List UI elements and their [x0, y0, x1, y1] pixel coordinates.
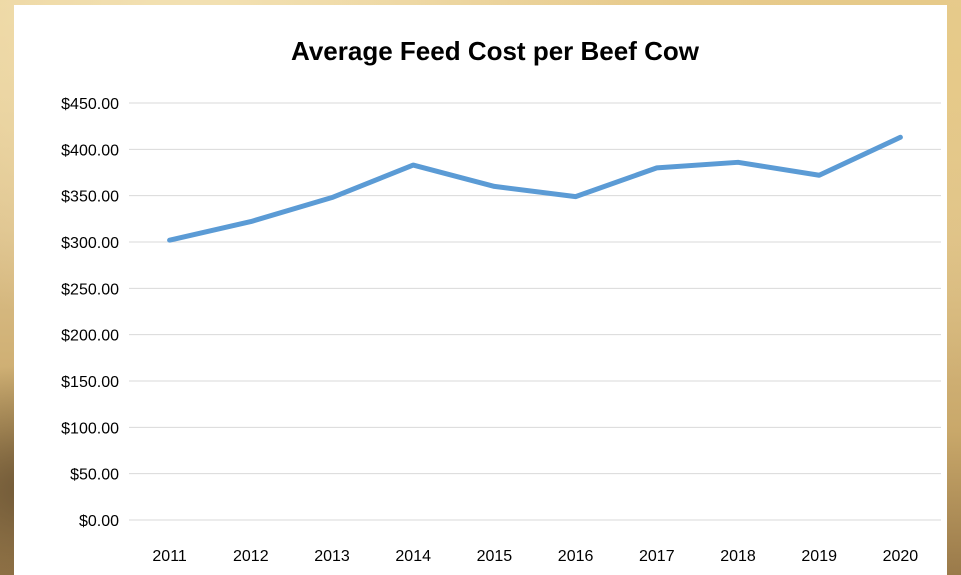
y-tick-label: $250.00: [61, 281, 119, 298]
gridlines: [129, 102, 941, 521]
x-tick-label: 2018: [720, 548, 756, 565]
x-tick-label: 2013: [314, 548, 350, 565]
y-tick-label: $150.00: [61, 374, 119, 391]
line-chart: Average Feed Cost per Beef Cow $0.00 $50.…: [61, 36, 941, 565]
y-tick-label: $200.00: [61, 328, 119, 345]
x-axis-ticks: 2011 2012 2013 2014 2015 2016 2017 2018 2019 2020: [152, 548, 918, 565]
y-tick-label: $100.00: [61, 420, 119, 437]
series-lines: [167, 134, 903, 243]
chart-panel: Average Feed Cost per Beef Cow $0.00 $50.…: [14, 5, 947, 575]
x-tick-label: 2019: [801, 548, 837, 565]
y-tick-label: $50.00: [70, 467, 119, 484]
y-tick-label: $450.00: [61, 96, 119, 113]
x-tick-label: 2020: [883, 548, 919, 565]
x-tick-label: 2014: [395, 548, 431, 565]
x-tick-label: 2011: [152, 548, 187, 565]
x-tick-label: 2016: [558, 548, 594, 565]
x-tick-label: 2015: [477, 548, 513, 565]
y-tick-label: $400.00: [61, 142, 119, 159]
x-tick-label: 2017: [639, 548, 675, 565]
y-axis-ticks: $0.00 $50.00 $100.00 $150.00 $200.00 $250.00 $…: [61, 96, 119, 530]
y-tick-label: $0.00: [79, 513, 119, 530]
chart-title: Average Feed Cost per Beef Cow: [291, 36, 700, 66]
y-tick-label: $350.00: [61, 189, 119, 206]
y-tick-label: $300.00: [61, 235, 119, 252]
series-line: [167, 134, 903, 243]
x-tick-label: 2012: [233, 548, 269, 565]
